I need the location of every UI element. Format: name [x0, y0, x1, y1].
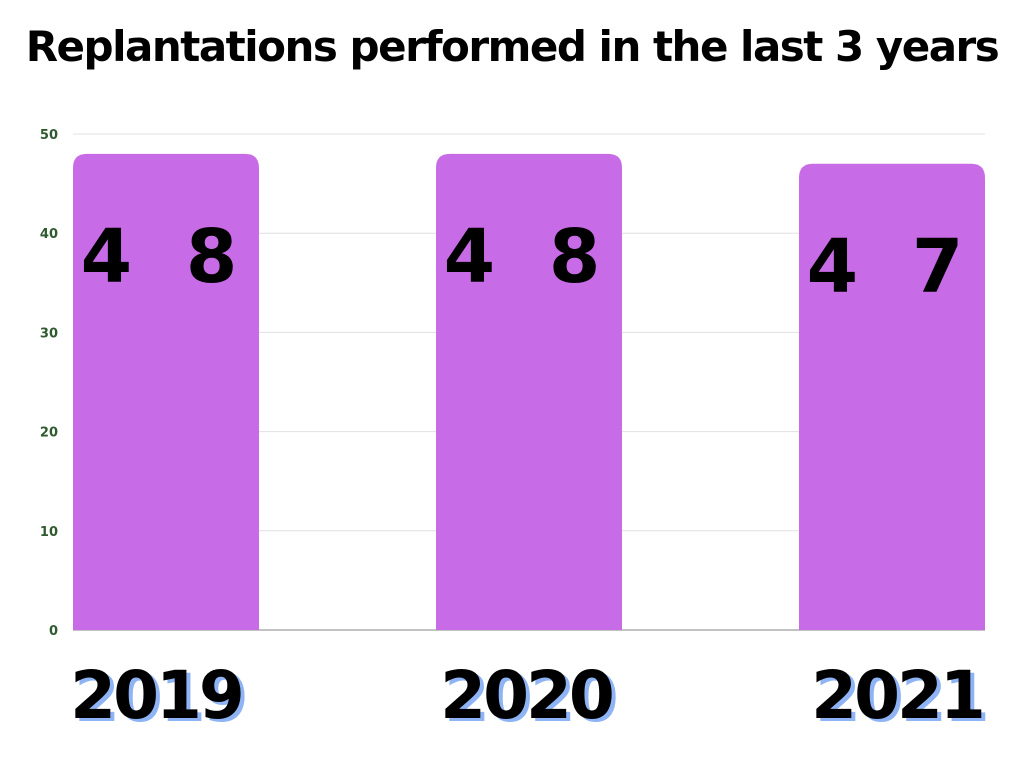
y-axis-ticks: 0 10 20 30 40 50 [40, 128, 58, 639]
data-labels: 4 8 4 8 4 7 [81, 214, 978, 310]
category-label: 2020 [440, 657, 612, 734]
y-tick-label: 20 [40, 426, 58, 441]
y-tick-label: 40 [40, 227, 58, 242]
category-label-shadow: 2019 [74, 660, 246, 737]
y-tick-label: 0 [49, 624, 58, 639]
y-tick-label: 50 [40, 128, 58, 143]
category-label: 2021 [811, 657, 983, 734]
bar [436, 153, 622, 630]
category-label-shadow: 2021 [815, 660, 987, 737]
bar [799, 163, 985, 630]
chart-title: Replantations performed in the last 3 ye… [25, 22, 1000, 71]
data-label: 4 7 [807, 224, 978, 310]
bars [73, 153, 985, 630]
category-label-shadow: 2020 [444, 660, 616, 737]
data-label: 4 8 [81, 214, 252, 300]
data-label: 4 8 [444, 214, 615, 300]
y-tick-label: 30 [40, 326, 58, 341]
category-label: 2019 [70, 657, 242, 734]
y-tick-label: 10 [40, 525, 58, 540]
bar [73, 153, 259, 630]
